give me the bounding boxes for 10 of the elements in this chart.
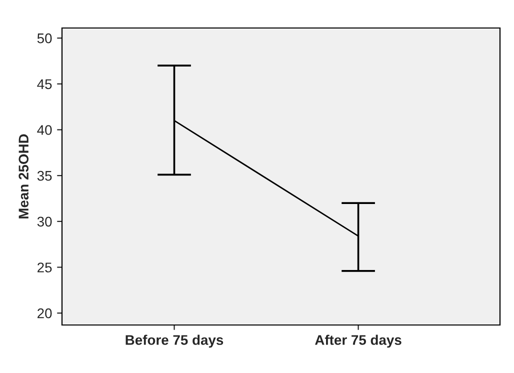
- y-tick-label: 35: [37, 170, 52, 181]
- x-tick-label: Before 75 days: [126, 334, 224, 348]
- y-tick-label: 25: [38, 262, 52, 272]
- y-tick-label: 40: [37, 125, 52, 135]
- x-tick-label: After 75 days: [315, 334, 402, 348]
- y-tick-label: 30: [37, 216, 52, 227]
- y-tick-label: 20: [38, 308, 52, 318]
- y-tick-label: 50: [37, 33, 52, 44]
- y-axis-title: Mean 25OHD: [18, 134, 29, 218]
- y-tick-label: 45: [37, 79, 52, 90]
